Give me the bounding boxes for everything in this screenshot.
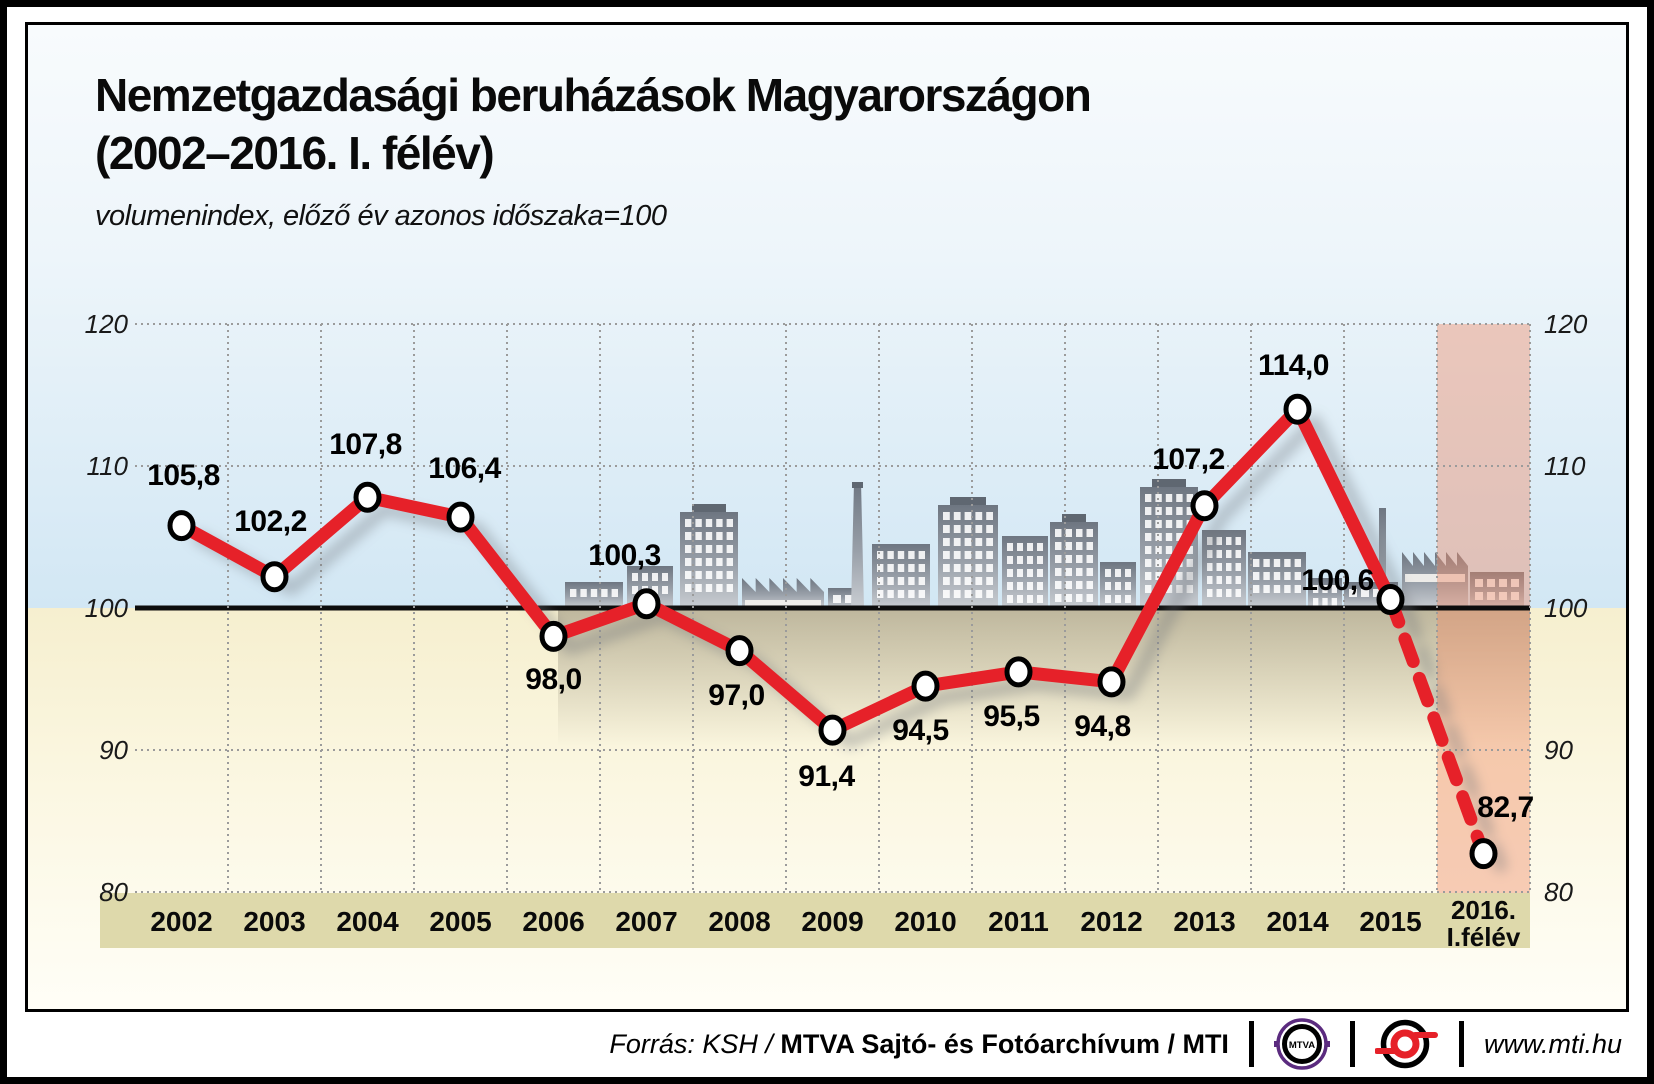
- data-point-marker: [260, 561, 289, 593]
- baseline-100: [135, 605, 1530, 611]
- data-point-marker: [632, 588, 661, 620]
- footer: Forrás: KSH / MTVA Sajtó- és Fotóarchívu…: [0, 1014, 1622, 1074]
- data-line-solid: [175, 402, 1397, 737]
- mtva-logo-text: MTVA: [1289, 1040, 1315, 1051]
- data-point-marker: [539, 620, 568, 652]
- mtva-logo: MTVA: [1273, 1018, 1330, 1070]
- data-point-marker: [911, 670, 940, 702]
- page-title-line2: (2002–2016. I. félév): [95, 127, 495, 179]
- data-point-marker: [1376, 583, 1405, 615]
- data-point-marker: [446, 501, 475, 533]
- data-point-marker: [725, 635, 754, 667]
- mti-logo: [1374, 1019, 1438, 1069]
- separator-bar: [1458, 1021, 1464, 1067]
- data-point-marker: [167, 510, 196, 542]
- data-line-dashed-forecast: [1384, 592, 1490, 861]
- data-point-marker: [1097, 666, 1126, 698]
- title-block: Nemzetgazdasági beruházások Magyarország…: [95, 66, 1092, 233]
- data-point-marker: [1004, 656, 1033, 688]
- gridlines: [135, 323, 1531, 893]
- chart-subtitle: volumenindex, előző év azonos időszaka=1…: [95, 200, 667, 232]
- source-text-regular: Forrás: KSH /: [609, 1028, 773, 1059]
- data-point-marker: [1190, 490, 1219, 522]
- data-point-marker: [1283, 393, 1312, 425]
- separator-bar: [1349, 1021, 1355, 1067]
- data-point-marker: [818, 714, 847, 746]
- page-title-line1: Nemzetgazdasági beruházások Magyarország…: [95, 69, 1092, 121]
- data-markers: [167, 393, 1498, 870]
- x-axis-band: [100, 893, 1530, 948]
- source-text-bold: MTVA Sajtó- és Fotóarchívum / MTI: [780, 1028, 1229, 1059]
- source-text: Forrás: KSH / MTVA Sajtó- és Fotóarchívu…: [609, 1029, 1229, 1060]
- website-text: www.mti.hu: [1483, 1028, 1622, 1059]
- data-point-marker: [353, 481, 382, 513]
- separator-bar: [1248, 1021, 1254, 1067]
- data-point-marker: [1469, 838, 1498, 870]
- city-skyline: [565, 479, 1524, 608]
